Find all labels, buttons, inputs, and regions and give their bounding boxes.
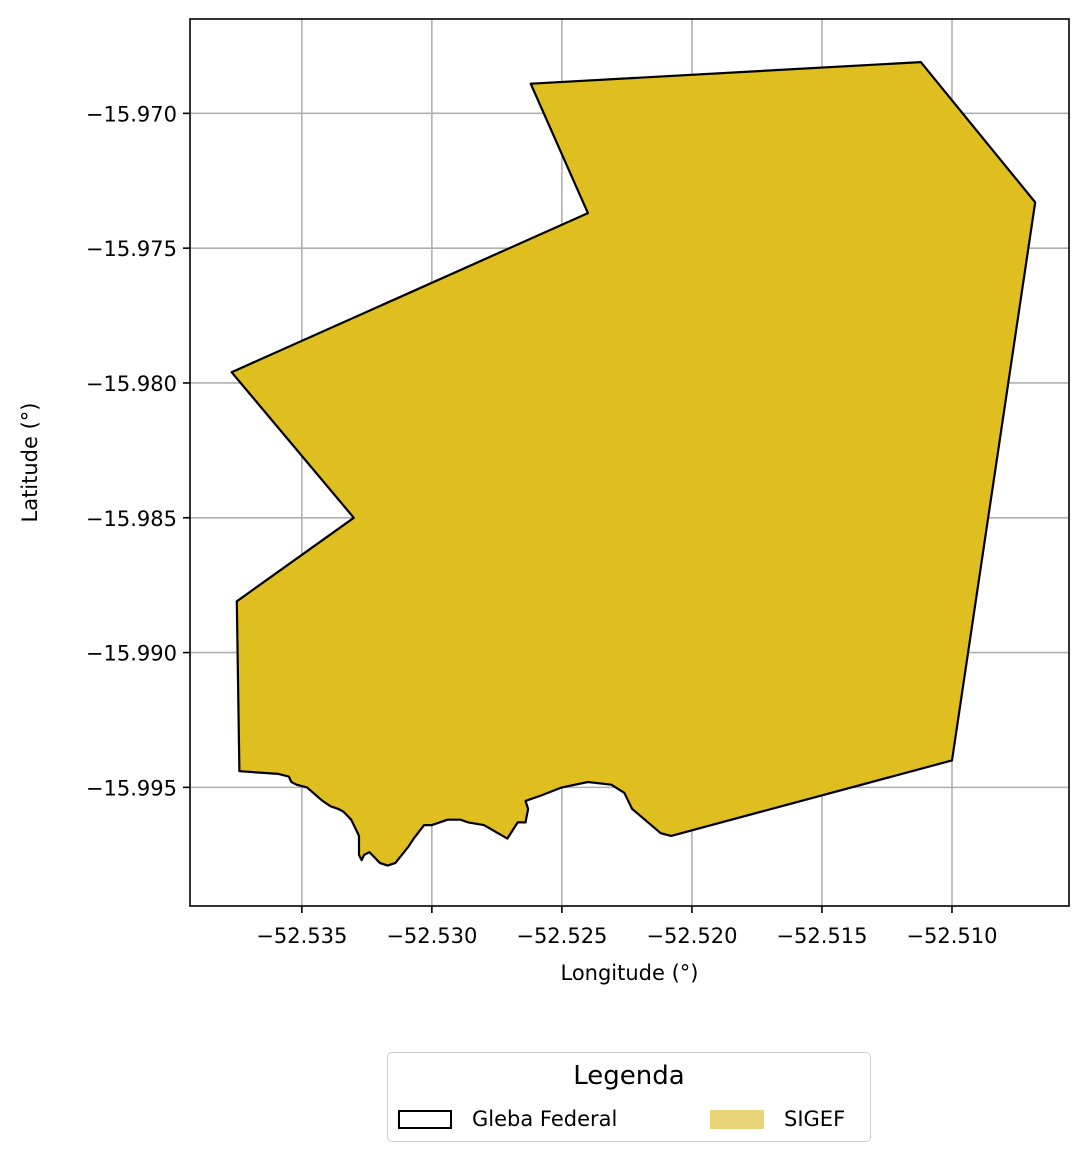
y-tick-label: −15.970 bbox=[86, 102, 177, 126]
legend-label: Gleba Federal bbox=[472, 1107, 618, 1131]
x-tick-label: −52.535 bbox=[256, 924, 347, 948]
sigef-polygon bbox=[230, 61, 1037, 867]
x-tick-label: −52.530 bbox=[386, 924, 477, 948]
x-tick-label: −52.510 bbox=[906, 924, 997, 948]
x-tick-label: −52.520 bbox=[646, 924, 737, 948]
y-tick-label: −15.980 bbox=[86, 372, 177, 396]
x-axis-label: Longitude (°) bbox=[560, 961, 698, 985]
axis-ticks: −52.535 −52.530 −52.525 −52.520 −52.515 −52.5… bbox=[86, 102, 998, 948]
legend-title: Legenda bbox=[573, 1061, 685, 1091]
y-tick-label: −15.990 bbox=[86, 642, 177, 666]
x-tick-label: −52.515 bbox=[776, 924, 867, 948]
legend-swatch-filled bbox=[710, 1109, 764, 1129]
legend-swatch-outline bbox=[398, 1109, 452, 1129]
plot-frame bbox=[189, 18, 1070, 907]
y-tick-label: −15.985 bbox=[86, 507, 177, 531]
y-axis-label: Latitude (°) bbox=[18, 403, 42, 523]
legend-entry-sigef: SIGEF bbox=[710, 1105, 845, 1133]
x-tick-label: −52.525 bbox=[516, 924, 607, 948]
legend-label: SIGEF bbox=[784, 1107, 846, 1131]
y-tick-label: −15.975 bbox=[86, 237, 177, 261]
legend: Legenda Gleba Federal SIGEF bbox=[387, 1052, 871, 1142]
y-tick-label: −15.995 bbox=[86, 776, 177, 800]
legend-entry-gleba-federal: Gleba Federal bbox=[398, 1105, 617, 1133]
